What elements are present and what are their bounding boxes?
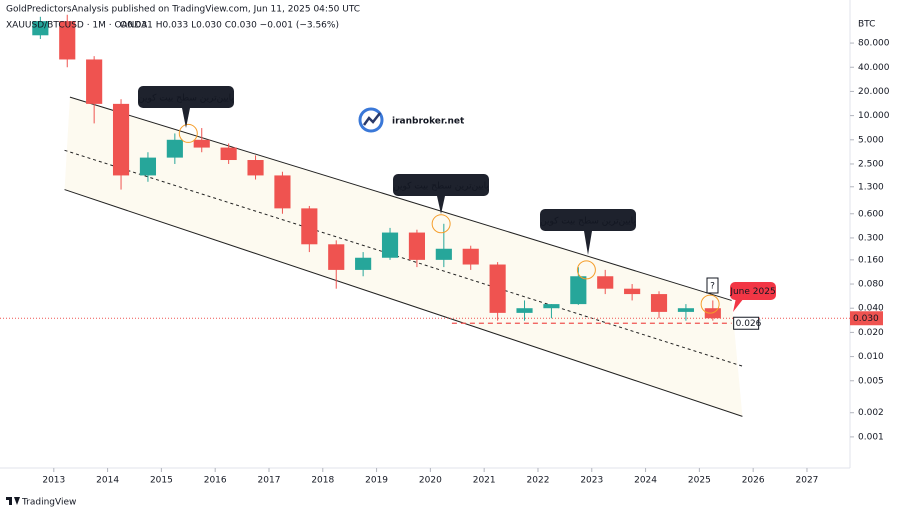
- question-box: [706, 277, 719, 294]
- highlight-circle: [431, 214, 451, 234]
- y-tick-label: 40.000: [858, 63, 890, 73]
- highlight-circle: [576, 260, 596, 280]
- candle-body: [650, 294, 668, 312]
- x-tick-label: 2019: [365, 476, 388, 486]
- ohlc-info: O0.031 H0.033 L0.030 C0.030 −0.001 (−3.5…: [120, 21, 339, 31]
- y-tick-label: 2.500: [858, 159, 884, 169]
- candle-body: [408, 232, 425, 260]
- channel-line: [69, 96, 732, 301]
- candle-body: [462, 248, 479, 265]
- x-tick-label: 2027: [796, 476, 819, 486]
- candle-body: [570, 276, 587, 305]
- symbol-info: XAUUSD/BTCUSD · 1M · OANDA: [6, 21, 148, 31]
- y-tick-label: 0.040: [858, 304, 884, 314]
- y-tick-label: 0.001: [858, 432, 884, 442]
- june-text: June 2025: [729, 287, 775, 297]
- callout-box: [540, 209, 636, 231]
- candle-body: [112, 103, 130, 176]
- x-tick-label: 2026: [742, 476, 765, 486]
- watermark: iranbroker.net: [358, 107, 465, 133]
- footer-logo: [6, 497, 20, 505]
- candle-body: [677, 308, 694, 312]
- question-text: ?: [710, 282, 715, 292]
- y-tick-label: 5.000: [858, 135, 884, 145]
- x-tick-label: 2025: [688, 476, 711, 486]
- watermark-icon: [358, 107, 384, 133]
- price-label: 0.030: [853, 314, 879, 324]
- candle-body: [59, 21, 76, 60]
- candle-body: [704, 308, 721, 319]
- candle-body: [32, 21, 49, 36]
- june-pointer: [733, 298, 744, 312]
- level-label-box: [733, 316, 760, 330]
- x-tick-label: 2022: [527, 476, 550, 486]
- callout-pointer: [437, 196, 445, 214]
- watermark-icon-arrow: [362, 112, 381, 126]
- candle-body: [193, 139, 210, 148]
- candle-body: [597, 276, 614, 289]
- y-tick-label: 80.000: [858, 39, 890, 49]
- y-tick-label: 0.600: [858, 209, 884, 219]
- callout-pointer: [584, 231, 592, 255]
- x-tick-label: 2014: [96, 476, 119, 486]
- x-tick-label: 2017: [258, 476, 281, 486]
- callout-text: پایین‌ترین سطح بیت کوین: [540, 217, 636, 227]
- x-tick-label: 2020: [419, 476, 442, 486]
- callout-pointer: [182, 108, 190, 128]
- axis-label: BTC: [858, 20, 875, 30]
- candle-body: [355, 257, 372, 270]
- callout-box: [138, 86, 234, 108]
- y-tick-label: 1.300: [858, 182, 884, 192]
- candle-body: [274, 175, 291, 209]
- header-title: GoldPredictorsAnalysis published on Trad…: [6, 5, 360, 15]
- channel-line: [64, 189, 743, 417]
- x-tick-label: 2015: [150, 476, 173, 486]
- y-tick-label: 0.002: [858, 408, 884, 418]
- x-tick-label: 2023: [580, 476, 603, 486]
- footer-text: TradingView: [21, 498, 76, 508]
- candle-body: [166, 139, 183, 158]
- level-label: 0.026: [736, 319, 762, 329]
- highlight-circle: [700, 294, 720, 314]
- candle-body: [247, 160, 264, 176]
- x-tick-label: 2013: [42, 476, 65, 486]
- candle-body: [220, 147, 237, 161]
- y-tick-label: 0.020: [858, 328, 884, 338]
- candle-body: [489, 264, 506, 313]
- y-tick-label: 0.010: [858, 352, 884, 362]
- candle-body: [301, 208, 318, 245]
- y-tick-label: 10.000: [858, 111, 890, 121]
- june-box: [730, 282, 776, 300]
- channel-line: [64, 149, 743, 367]
- callout-text: پایین‌ترین سطح بیت کوین: [138, 94, 234, 104]
- candle-body: [139, 157, 157, 176]
- callout-box: [393, 174, 489, 196]
- candle-body: [543, 304, 560, 309]
- candle-body: [435, 248, 452, 260]
- price-label-box: [850, 311, 883, 326]
- highlight-circle: [178, 123, 198, 143]
- y-tick-label: 0.080: [858, 280, 884, 290]
- y-tick-label: 0.005: [858, 376, 884, 386]
- candle-body: [381, 232, 399, 258]
- candle-body: [516, 308, 533, 313]
- watermark-text: iranbroker.net: [392, 117, 465, 127]
- y-tick-label: 0.160: [858, 255, 884, 265]
- callout-text: پایین‌ترین سطح بیت کوین: [393, 182, 489, 192]
- channel-fill: [64, 97, 743, 417]
- y-tick-label: 20.000: [858, 87, 890, 97]
- x-tick-label: 2021: [473, 476, 496, 486]
- x-tick-label: 2018: [311, 476, 334, 486]
- candle-body: [624, 288, 641, 295]
- x-tick-label: 2024: [634, 476, 657, 486]
- x-tick-label: 2016: [204, 476, 227, 486]
- candle-body: [328, 244, 345, 270]
- candle-body: [86, 59, 103, 104]
- y-tick-label: 0.300: [858, 233, 884, 243]
